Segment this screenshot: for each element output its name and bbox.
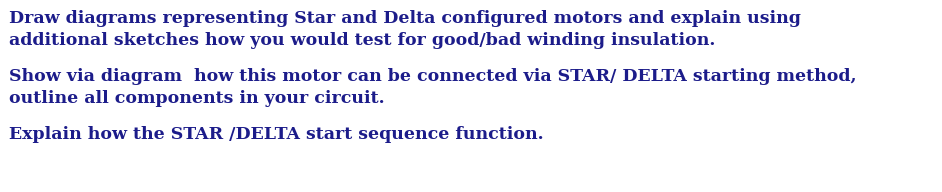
Text: additional sketches how you would test for good/bad winding insulation.: additional sketches how you would test f…: [9, 32, 716, 49]
Text: outline all components in your circuit.: outline all components in your circuit.: [9, 90, 385, 107]
Text: Draw diagrams representing Star and Delta configured motors and explain using: Draw diagrams representing Star and Delt…: [9, 10, 802, 27]
Text: Show via diagram  how this motor can be connected via STAR/ DELTA starting metho: Show via diagram how this motor can be c…: [9, 68, 857, 85]
Text: Explain how the STAR /DELTA start sequence function.: Explain how the STAR /DELTA start sequen…: [9, 126, 544, 143]
